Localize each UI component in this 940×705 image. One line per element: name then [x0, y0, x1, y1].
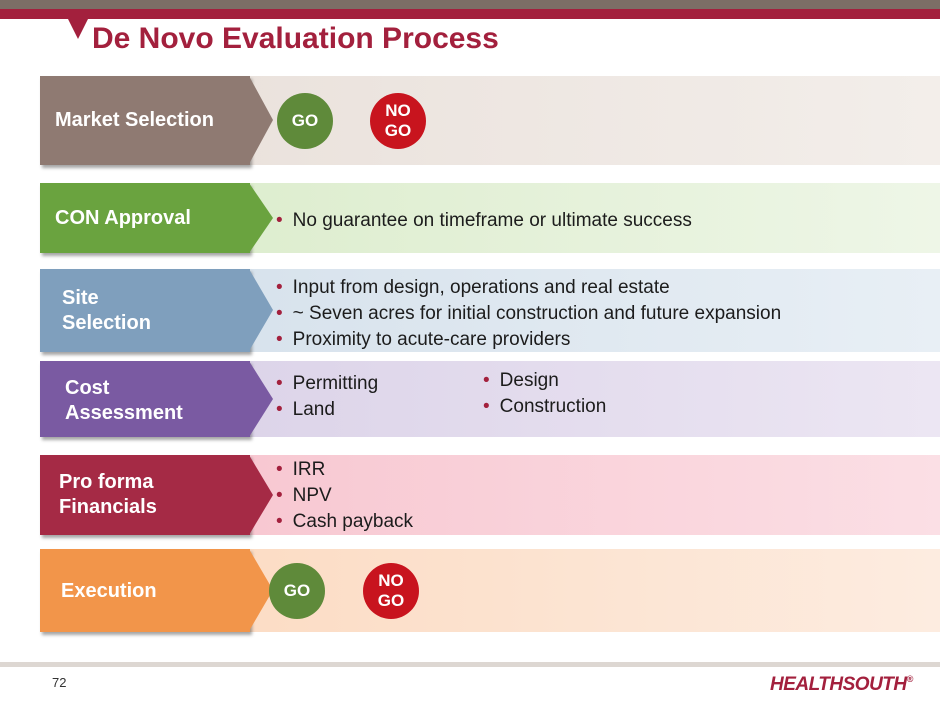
- list-item: • Land: [276, 399, 335, 420]
- list-item: • Design: [483, 370, 559, 391]
- list-item: • NPV: [276, 485, 332, 506]
- stage-label-box: [40, 269, 250, 352]
- stage-arrow-icon: [249, 76, 273, 164]
- stage-label-box: [40, 455, 250, 535]
- list-item: • Permitting: [276, 373, 379, 394]
- stage-label-box: [40, 549, 250, 632]
- stage-arrow-icon: [249, 183, 273, 253]
- title-pointer-icon: [68, 19, 88, 39]
- go-button[interactable]: GO: [269, 563, 325, 619]
- bullet-list: • Input from design, operations and real …: [276, 275, 781, 353]
- stage-label: CON Approval: [55, 207, 191, 229]
- row-site-selection: Site Selection • Input from design, opera…: [40, 269, 940, 352]
- healthsouth-logo: HEALTHSOUTH®: [770, 674, 913, 695]
- footer-divider: [0, 662, 940, 667]
- stage-arrow-icon: [249, 455, 273, 535]
- page-number: 72: [52, 675, 67, 690]
- list-item: • Cash payback: [276, 511, 414, 532]
- stage-arrow-icon: [249, 269, 273, 351]
- stage-arrow-icon: [249, 361, 273, 437]
- top-bar-red: [0, 9, 940, 19]
- list-item: • Construction: [483, 396, 607, 417]
- bullet-list: • IRR • NPV • Cash payback: [276, 457, 413, 535]
- stage-label-box: [40, 183, 250, 253]
- go-button[interactable]: GO: [277, 93, 333, 149]
- top-bar-gray: [0, 0, 940, 9]
- stage-label: Cost Assessment: [65, 377, 183, 424]
- stage-label-box: [40, 361, 250, 437]
- list-item: • Input from design, operations and real …: [276, 277, 670, 298]
- stage-label: Pro forma Financials: [59, 471, 157, 518]
- stage-label: Execution: [61, 580, 157, 602]
- row-market-selection: Market Selection GO NO GO: [40, 76, 940, 165]
- row-cost-assessment: Cost Assessment • Permitting • Land • Desig…: [40, 361, 940, 437]
- bullet-list-left: • Permitting • Land: [276, 371, 378, 423]
- list-item: • ~ Seven acres for initial construction …: [276, 303, 782, 324]
- stage-label: Site Selection: [62, 287, 151, 334]
- list-item: • Proximity to acute-care providers: [276, 329, 571, 350]
- row-con-approval: CON Approval • No guarantee on timeframe …: [40, 183, 940, 253]
- stage-label: Market Selection: [55, 109, 214, 131]
- list-item: • No guarantee on timeframe or ultimate s…: [276, 210, 692, 231]
- row-pro-forma-financials: Pro forma Financials • IRR • NPV • Cash pay…: [40, 455, 940, 535]
- list-item: • IRR: [276, 459, 326, 480]
- row-execution: Execution GO NO GO: [40, 549, 940, 632]
- no-go-button[interactable]: NO GO: [363, 563, 419, 619]
- bullet-list: • No guarantee on timeframe or ultimate s…: [276, 208, 692, 234]
- stage-label-box: [40, 76, 250, 165]
- page-title: De Novo Evaluation Process: [92, 22, 499, 55]
- no-go-button[interactable]: NO GO: [370, 93, 426, 149]
- bullet-list-right: • Design • Construction: [483, 368, 606, 420]
